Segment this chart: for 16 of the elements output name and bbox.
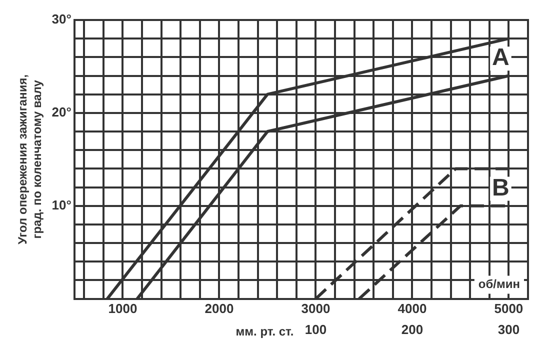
x2-tick-label: 100 bbox=[304, 322, 327, 337]
x2-axis-title: мм. рт. ст. bbox=[236, 324, 294, 339]
y-tick-label: 10° bbox=[52, 197, 72, 212]
x-tick-label: 5000 bbox=[494, 301, 524, 316]
x-tick-label: 1000 bbox=[108, 301, 138, 316]
y-axis-title: Угол опережения зажигания, град. по коленчатому валу bbox=[16, 74, 44, 244]
series-label: B bbox=[492, 174, 510, 202]
x-tick-label: 4000 bbox=[398, 301, 427, 316]
series-label: A bbox=[492, 44, 510, 72]
x-tick-label: 3000 bbox=[301, 301, 330, 316]
y-tick-label: 30° bbox=[52, 12, 72, 27]
y-tick-label: 20° bbox=[52, 104, 72, 120]
x2-tick-label: 300 bbox=[498, 322, 520, 337]
x-axis-title: об/мин bbox=[478, 277, 520, 292]
x2-tick-label: 200 bbox=[401, 322, 424, 337]
x-tick-label: 2000 bbox=[204, 301, 234, 316]
